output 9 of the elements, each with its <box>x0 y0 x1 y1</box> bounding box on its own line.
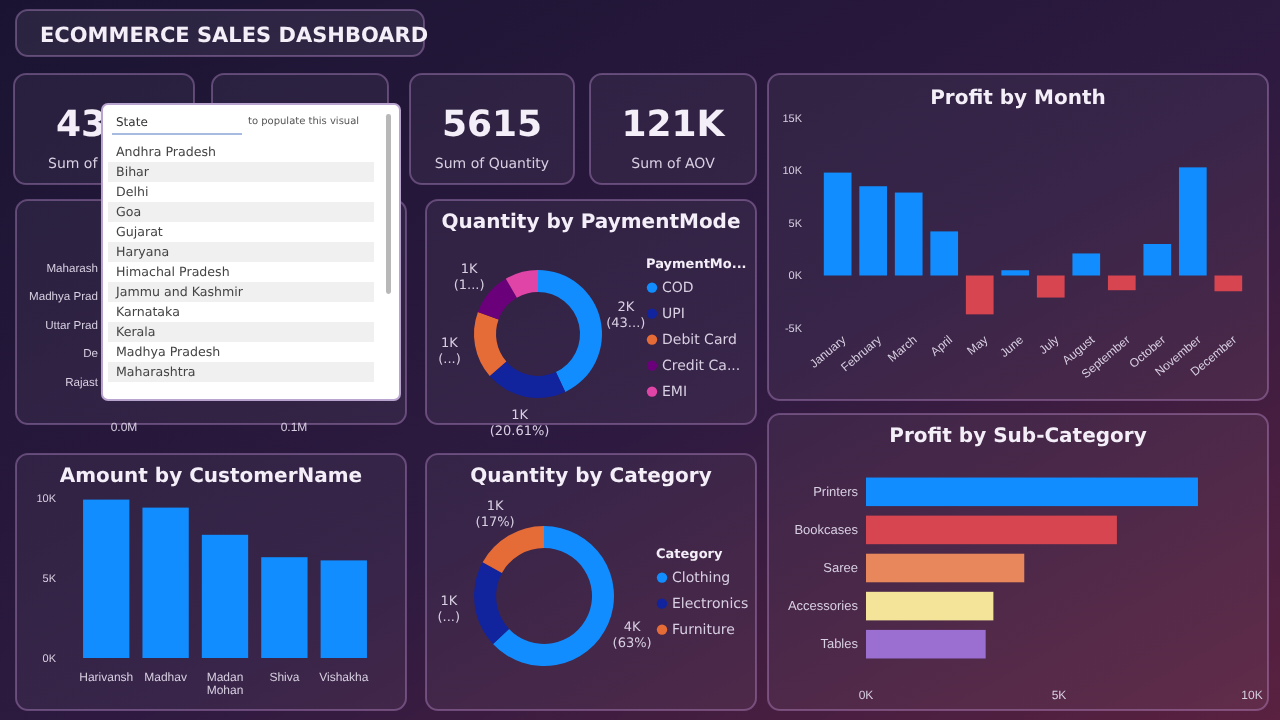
chart-title: Amount by CustomerName <box>59 466 363 488</box>
chart-title: Profit by Month <box>930 88 1106 110</box>
text: ECOMMERCE SALES DASHBOARD <box>40 24 429 48</box>
chart-title: Profit by Sub-Category <box>889 426 1148 448</box>
text: 121K <box>621 104 727 146</box>
chart-title: Quantity by Category <box>470 466 713 488</box>
text: 43 <box>56 104 107 146</box>
text: 5615 <box>441 104 543 146</box>
chart-title: Quantity by PaymentMode <box>441 212 741 234</box>
